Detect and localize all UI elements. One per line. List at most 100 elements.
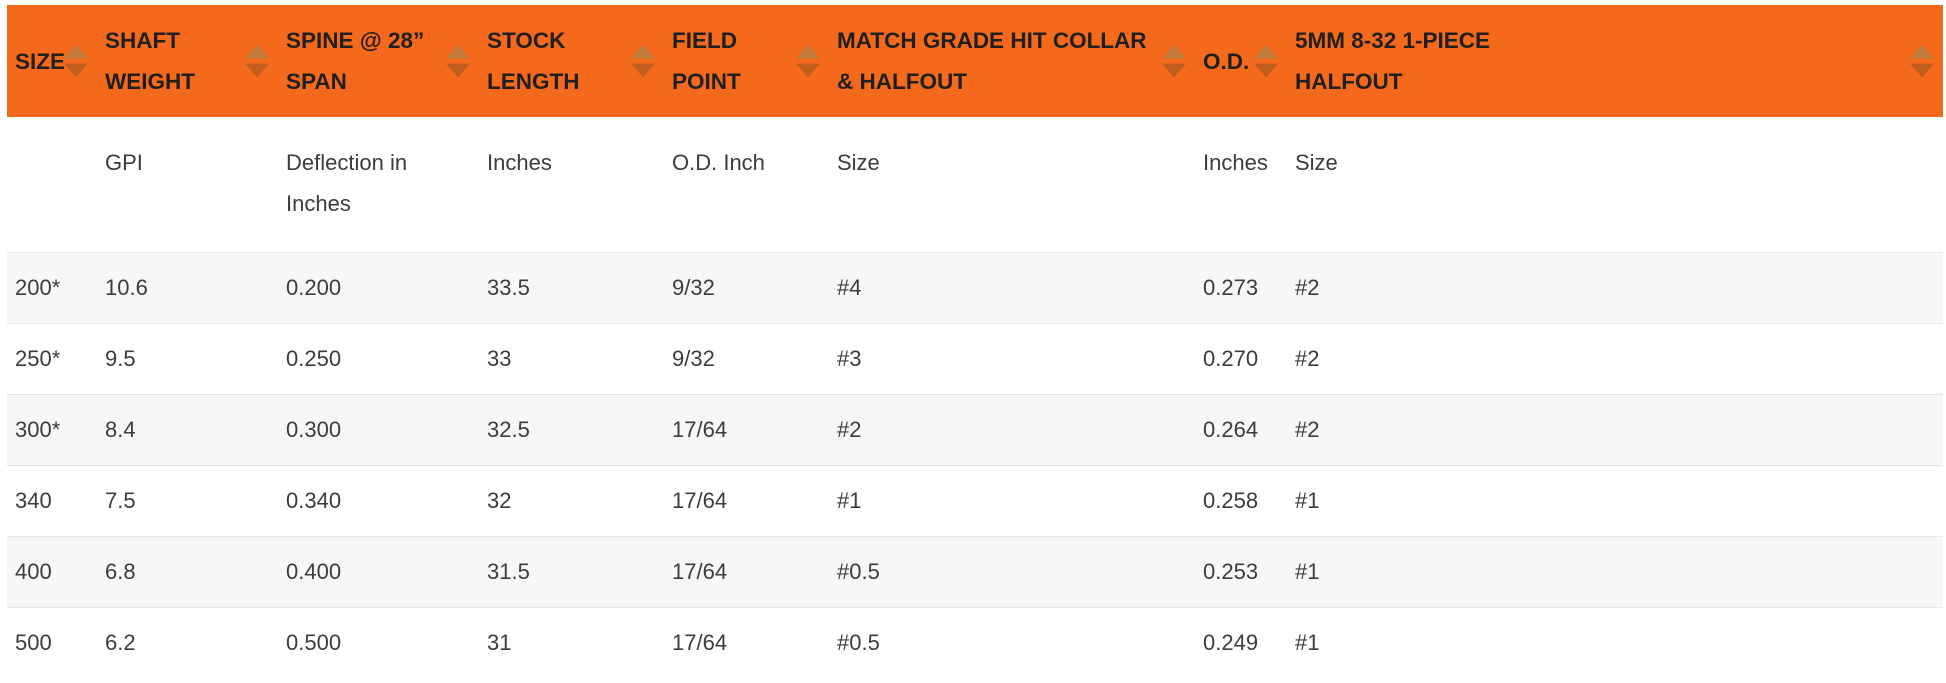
cell-size: 400 xyxy=(7,536,97,608)
column-header-match-grade[interactable]: MATCH GRADE HIT COLLAR & HALFOUT xyxy=(829,5,1195,117)
cell-field-point: 17/64 xyxy=(664,465,829,537)
cell-shaft-weight: 6.2 xyxy=(97,607,278,678)
column-header-shaft-weight[interactable]: SHAFT WEIGHT xyxy=(97,5,278,117)
cell-halfout: #2 xyxy=(1287,323,1943,395)
cell-stock-length: 31 xyxy=(479,607,664,678)
cell-match-grade: #0.5 xyxy=(829,607,1195,678)
unit-cell-size xyxy=(7,117,97,253)
units-row: GPI Deflection in Inches Inches O.D. Inc… xyxy=(7,117,1943,253)
sort-up-icon xyxy=(1910,44,1934,59)
cell-od: 0.258 xyxy=(1195,465,1287,537)
sort-down-icon xyxy=(245,63,269,78)
sort-up-icon xyxy=(796,44,820,59)
cell-match-grade: #4 xyxy=(829,252,1195,324)
sort-up-icon xyxy=(64,44,88,59)
table-row: 340 7.5 0.340 32 17/64 #1 0.258 #1 xyxy=(7,465,1943,537)
sort-up-icon xyxy=(1162,44,1186,59)
column-header-field-point[interactable]: FIELD POINT xyxy=(664,5,829,117)
unit-cell-field-point: O.D. Inch xyxy=(664,117,829,253)
cell-stock-length: 33.5 xyxy=(479,252,664,324)
unit-cell-spine: Deflection in Inches xyxy=(278,117,479,253)
column-header-halfout[interactable]: 5MM 8-32 1-PIECE HALFOUT xyxy=(1287,5,1943,117)
column-header-halfout-label: 5MM 8-32 1-PIECE HALFOUT xyxy=(1295,28,1491,94)
cell-halfout: #1 xyxy=(1287,536,1943,608)
cell-od: 0.249 xyxy=(1195,607,1287,678)
sort-arrows-icon xyxy=(1254,44,1278,78)
cell-spine: 0.500 xyxy=(278,607,479,678)
cell-stock-length: 33 xyxy=(479,323,664,395)
cell-size: 500 xyxy=(7,607,97,678)
sort-up-icon xyxy=(245,44,269,59)
cell-match-grade: #0.5 xyxy=(829,536,1195,608)
cell-match-grade: #1 xyxy=(829,465,1195,537)
column-header-size[interactable]: SIZE xyxy=(7,5,97,117)
column-header-stock-length-label: STOCK LENGTH xyxy=(487,28,580,94)
cell-shaft-weight: 8.4 xyxy=(97,394,278,466)
unit-cell-stock-length: Inches xyxy=(479,117,664,253)
cell-halfout: #1 xyxy=(1287,607,1943,678)
table-row: 250* 9.5 0.250 33 9/32 #3 0.270 #2 xyxy=(7,323,1943,395)
sort-arrows-icon xyxy=(446,44,470,78)
cell-shaft-weight: 9.5 xyxy=(97,323,278,395)
cell-shaft-weight: 6.8 xyxy=(97,536,278,608)
cell-stock-length: 31.5 xyxy=(479,536,664,608)
table-row: 200* 10.6 0.200 33.5 9/32 #4 0.273 #2 xyxy=(7,252,1943,324)
cell-halfout: #1 xyxy=(1287,465,1943,537)
header-row: SIZE SHAFT WEIGHT SPINE @ 28” SPAN STOCK… xyxy=(7,5,1943,117)
cell-size: 200* xyxy=(7,252,97,324)
sort-down-icon xyxy=(64,63,88,78)
column-header-match-grade-label: MATCH GRADE HIT COLLAR & HALFOUT xyxy=(837,28,1147,94)
cell-field-point: 17/64 xyxy=(664,607,829,678)
cell-size: 340 xyxy=(7,465,97,537)
cell-spine: 0.340 xyxy=(278,465,479,537)
cell-halfout: #2 xyxy=(1287,394,1943,466)
unit-cell-shaft-weight: GPI xyxy=(97,117,278,253)
column-header-spine[interactable]: SPINE @ 28” SPAN xyxy=(278,5,479,117)
cell-spine: 0.200 xyxy=(278,252,479,324)
sort-up-icon xyxy=(1254,44,1278,59)
cell-match-grade: #2 xyxy=(829,394,1195,466)
unit-cell-halfout: Size xyxy=(1287,117,1943,253)
cell-field-point: 9/32 xyxy=(664,323,829,395)
sort-arrows-icon xyxy=(64,44,88,78)
sort-up-icon xyxy=(631,44,655,59)
column-header-size-label: SIZE xyxy=(15,48,66,74)
unit-cell-match-grade: Size xyxy=(829,117,1195,253)
table-row: 300* 8.4 0.300 32.5 17/64 #2 0.264 #2 xyxy=(7,394,1943,466)
sort-down-icon xyxy=(796,63,820,78)
cell-size: 300* xyxy=(7,394,97,466)
unit-cell-od: Inches xyxy=(1195,117,1287,253)
table-row: 400 6.8 0.400 31.5 17/64 #0.5 0.253 #1 xyxy=(7,536,1943,608)
cell-shaft-weight: 10.6 xyxy=(97,252,278,324)
column-header-shaft-weight-label: SHAFT WEIGHT xyxy=(105,28,195,94)
column-header-od-label: O.D. xyxy=(1203,48,1250,74)
cell-od: 0.270 xyxy=(1195,323,1287,395)
cell-field-point: 17/64 xyxy=(664,536,829,608)
cell-od: 0.273 xyxy=(1195,252,1287,324)
sort-arrows-icon xyxy=(796,44,820,78)
sort-down-icon xyxy=(446,63,470,78)
cell-size: 250* xyxy=(7,323,97,395)
cell-match-grade: #3 xyxy=(829,323,1195,395)
cell-od: 0.253 xyxy=(1195,536,1287,608)
cell-spine: 0.250 xyxy=(278,323,479,395)
sort-down-icon xyxy=(631,63,655,78)
cell-spine: 0.400 xyxy=(278,536,479,608)
sort-arrows-icon xyxy=(1162,44,1186,78)
column-header-spine-label: SPINE @ 28” SPAN xyxy=(286,28,425,94)
sort-down-icon xyxy=(1162,63,1186,78)
column-header-od[interactable]: O.D. xyxy=(1195,5,1287,117)
sort-down-icon xyxy=(1910,63,1934,78)
cell-stock-length: 32.5 xyxy=(479,394,664,466)
cell-halfout: #2 xyxy=(1287,252,1943,324)
table-row: 500 6.2 0.500 31 17/64 #0.5 0.249 #1 xyxy=(7,607,1943,678)
sort-down-icon xyxy=(1254,63,1278,78)
sort-arrows-icon xyxy=(631,44,655,78)
sort-up-icon xyxy=(446,44,470,59)
sort-arrows-icon xyxy=(245,44,269,78)
column-header-field-point-label: FIELD POINT xyxy=(672,28,741,94)
column-header-stock-length[interactable]: STOCK LENGTH xyxy=(479,5,664,117)
cell-field-point: 17/64 xyxy=(664,394,829,466)
cell-spine: 0.300 xyxy=(278,394,479,466)
